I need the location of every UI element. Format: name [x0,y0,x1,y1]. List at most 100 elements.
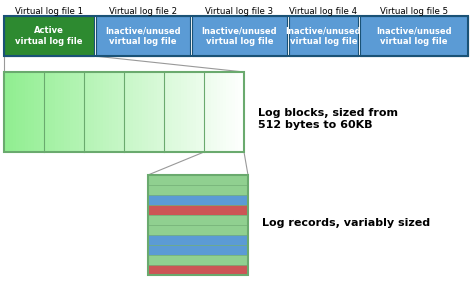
Bar [91,72,94,152]
Bar [148,265,248,275]
Bar [223,72,227,152]
Bar [169,72,173,152]
Bar [172,72,175,152]
Bar [4,16,94,56]
Bar [96,16,190,56]
Bar [85,72,89,152]
Text: Active
virtual log file: Active virtual log file [15,26,83,46]
Bar [148,245,248,255]
Bar [13,72,17,152]
Bar [187,72,191,152]
Bar [58,72,62,152]
Bar [235,72,238,152]
Bar [136,72,139,152]
Text: Inactive/unused
virtual log file: Inactive/unused virtual log file [105,26,181,46]
Text: Virtual log file 5: Virtual log file 5 [380,7,448,16]
Bar [94,72,98,152]
Bar [115,72,118,152]
Bar [124,72,128,152]
Bar [148,185,248,195]
Bar [202,72,206,152]
Bar [49,72,53,152]
Bar [139,72,143,152]
Bar [208,72,211,152]
Bar [43,72,46,152]
Bar [31,72,35,152]
Bar [175,72,179,152]
Bar [181,72,184,152]
Bar [22,72,26,152]
Bar [4,16,468,56]
Bar [166,72,170,152]
Bar [190,72,193,152]
Bar [148,175,248,185]
Bar [100,72,103,152]
Bar [25,72,28,152]
Bar [184,72,188,152]
Bar [28,72,31,152]
Bar [360,16,468,56]
Bar [109,72,112,152]
Bar [145,72,148,152]
Bar [4,72,244,152]
Text: Inactive/unused
virtual log file: Inactive/unused virtual log file [286,26,361,46]
Bar [52,72,55,152]
Bar [142,72,146,152]
Bar [16,72,19,152]
Text: Virtual log file 4: Virtual log file 4 [290,7,357,16]
Bar [148,255,248,265]
Bar [118,72,121,152]
Bar [160,72,164,152]
Bar [130,72,134,152]
Bar [127,72,130,152]
Bar [4,72,8,152]
Bar [112,72,116,152]
Bar [76,72,80,152]
Bar [196,72,200,152]
Bar [192,16,287,56]
Bar [241,72,245,152]
Bar [61,72,64,152]
Bar [79,72,82,152]
Bar [73,72,76,152]
Text: Inactive/unused
virtual log file: Inactive/unused virtual log file [376,26,452,46]
Text: Inactive/unused
virtual log file: Inactive/unused virtual log file [202,26,277,46]
Bar [106,72,109,152]
Bar [232,72,236,152]
Bar [163,72,166,152]
Bar [151,72,155,152]
Bar [148,215,248,225]
Bar [97,72,100,152]
Bar [289,16,358,56]
Bar [19,72,22,152]
Bar [55,72,58,152]
Bar [229,72,233,152]
Bar [7,72,10,152]
Bar [133,72,137,152]
Bar [157,72,161,152]
Text: Virtual log file 1: Virtual log file 1 [15,7,83,16]
Bar [148,175,248,275]
Bar [226,72,229,152]
Bar [34,72,37,152]
Bar [217,72,220,152]
Bar [148,205,248,215]
Bar [214,72,218,152]
Bar [238,72,241,152]
Text: Virtual log file 2: Virtual log file 2 [109,7,177,16]
Bar [67,72,71,152]
Text: Virtual log file 3: Virtual log file 3 [205,7,273,16]
Bar [10,72,13,152]
Bar [211,72,215,152]
Bar [40,72,44,152]
Bar [121,72,125,152]
Bar [88,72,91,152]
Bar [193,72,197,152]
Bar [154,72,157,152]
Bar [199,72,202,152]
Bar [46,72,49,152]
Bar [82,72,85,152]
Bar [148,225,248,235]
Bar [148,195,248,205]
Bar [70,72,73,152]
